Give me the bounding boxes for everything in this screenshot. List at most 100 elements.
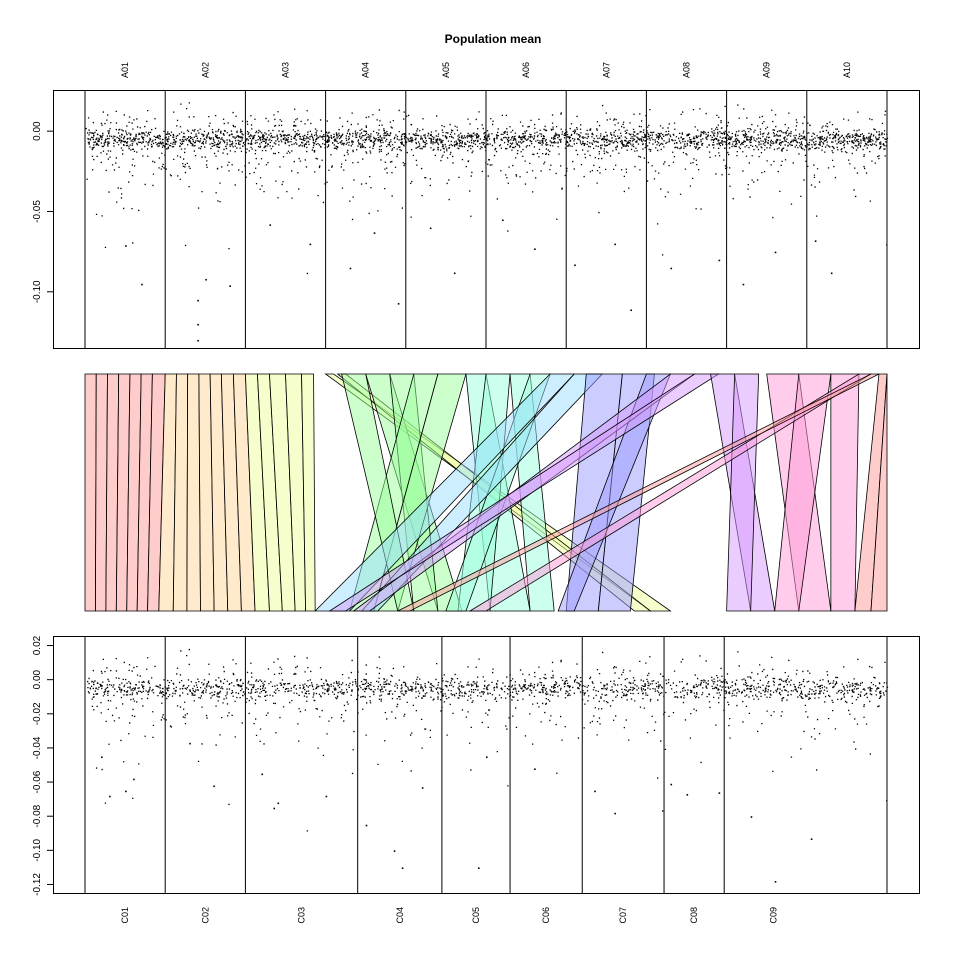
top-y-axis: 0.00 -0.05 -0.10 <box>32 121 54 303</box>
outlier-point <box>453 272 456 275</box>
outlier-point <box>830 272 833 275</box>
synteny-ribbon <box>397 373 880 612</box>
outlier-point <box>477 867 480 869</box>
outlier-point <box>718 792 721 794</box>
outlier-point <box>273 807 276 810</box>
synteny-ribbon <box>726 373 760 612</box>
outlier-point <box>614 812 616 815</box>
chromosome-label: C01 <box>120 907 130 924</box>
outlier-point <box>205 278 207 281</box>
chromosome-label: C03 <box>297 907 307 924</box>
outlier-point <box>574 264 576 267</box>
outlier-point <box>393 850 396 852</box>
outlier-point <box>486 756 488 759</box>
outlier-point <box>229 285 231 287</box>
synteny-ribbon <box>95 373 108 612</box>
outlier-point <box>421 787 424 789</box>
y-tick-label: 0.00 <box>32 121 43 141</box>
synteny-ribbon <box>186 373 201 612</box>
synteny-ribbon <box>314 373 576 612</box>
chromosome-label: C08 <box>689 907 699 924</box>
y-tick-label: -0.10 <box>32 280 43 303</box>
y-tick-label: 0.02 <box>32 635 43 655</box>
outlier-point <box>774 881 777 883</box>
chromosome-label: C07 <box>618 907 628 924</box>
top-plot-frame <box>53 90 920 349</box>
bottom-scatter-panel: C01 C02 C03 C04 C05 C06 C07 C08 C09 0.02 0.00 -0.0… <box>32 635 920 924</box>
outlier-point <box>742 283 745 286</box>
outlier-point <box>534 768 536 771</box>
chromosome-label: C06 <box>541 907 551 924</box>
outlier-point <box>718 259 721 262</box>
chromosome-label: A09 <box>762 62 772 78</box>
outlier-point <box>502 219 504 222</box>
outlier-point <box>670 267 673 270</box>
outlier-point <box>365 824 368 827</box>
outlier-point <box>750 816 753 818</box>
bottom-y-axis: 0.02 0.00 -0.02 -0.04 -0.06 -0.08 -0.10 -0.12 <box>32 635 54 896</box>
synteny-ribbon <box>830 373 860 612</box>
synteny-ribbon <box>84 373 97 612</box>
bottom-chromosome-labels: C01 C02 C03 C04 C05 C06 C07 C08 C09 <box>120 907 778 924</box>
chromosome-label: A01 <box>120 62 130 78</box>
top-scatter-points <box>85 102 889 342</box>
outlier-point <box>630 309 632 312</box>
chromosome-label: A08 <box>682 62 692 78</box>
y-tick-label: -0.12 <box>32 873 43 896</box>
y-tick-label: -0.02 <box>32 702 43 725</box>
outlier-point <box>614 243 616 246</box>
chromosome-label: C09 <box>769 907 779 924</box>
outlier-point <box>670 783 673 786</box>
outlier-point <box>349 267 352 270</box>
bottom-plot-frame <box>53 636 920 894</box>
outlier-point <box>429 227 432 230</box>
chromosome-label: A05 <box>441 62 451 78</box>
top-scatter-panel: A01 A02 A03 A04 A05 A06 A07 A08 A09 A10 0.00 -0.05… <box>32 62 920 349</box>
outlier-point <box>101 756 103 759</box>
chromosome-label: A06 <box>521 62 531 78</box>
synteny-ribbon-panel <box>84 373 888 612</box>
y-tick-label: 0.00 <box>32 669 43 689</box>
chromosome-label: A04 <box>361 62 371 78</box>
top-chromosome-separators <box>84 91 888 348</box>
outlier-point <box>309 243 312 246</box>
outlier-point <box>325 795 328 798</box>
chromosome-label: C05 <box>471 907 481 924</box>
outlier-point <box>810 838 813 840</box>
data-points <box>85 102 889 275</box>
top-chromosome-labels: A01 A02 A03 A04 A05 A06 A07 A08 A09 A10 <box>120 62 852 78</box>
chromosome-label: A02 <box>200 62 210 78</box>
outlier-point <box>269 224 272 226</box>
y-tick-label: -0.10 <box>32 839 43 862</box>
outlier-point <box>141 283 143 286</box>
chromosome-label: A10 <box>842 62 852 78</box>
chromosome-label: C02 <box>200 907 210 924</box>
outlier-point <box>277 802 280 805</box>
bottom-scatter-points <box>87 648 889 883</box>
outlier-point <box>197 339 199 342</box>
outlier-point <box>189 742 191 745</box>
outlier-point <box>373 232 376 234</box>
chromosome-label: C04 <box>395 907 405 924</box>
outlier-point <box>261 773 264 776</box>
outlier-point <box>109 795 111 798</box>
outlier-point <box>774 251 777 254</box>
outlier-point <box>213 785 215 788</box>
outlier-point <box>401 867 404 869</box>
bottom-chromosome-separators <box>84 637 888 893</box>
synteny-ribbon <box>557 373 672 612</box>
outlier-point <box>534 248 536 251</box>
synteny-ribbon <box>468 373 873 612</box>
y-tick-label: -0.04 <box>32 736 43 759</box>
outlier-point <box>125 245 127 247</box>
outlier-point <box>197 323 199 326</box>
outlier-point <box>125 790 127 793</box>
y-tick-label: -0.05 <box>32 200 43 223</box>
chromosome-label: A07 <box>601 62 611 78</box>
y-tick-label: -0.08 <box>32 804 43 827</box>
outlier-point <box>686 794 689 796</box>
synteny-ribbon <box>774 373 832 612</box>
chromosome-label: A03 <box>281 62 291 78</box>
outlier-point <box>397 303 400 305</box>
